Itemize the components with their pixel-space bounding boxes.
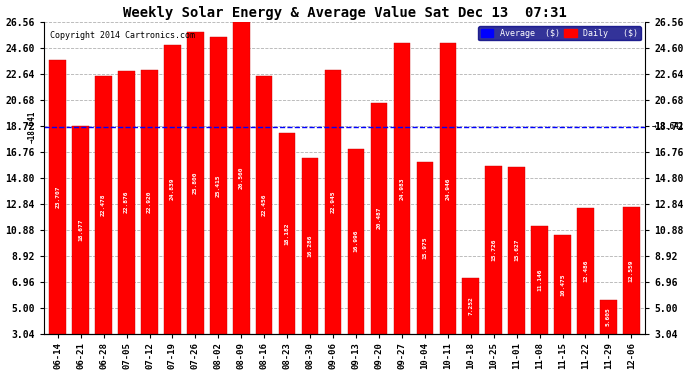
Bar (554, 235, 571, 374)
Bar (95, 76, 112, 374)
Bar (393, 43, 410, 374)
Text: 22.945: 22.945 (331, 190, 335, 213)
Bar (50, 60, 66, 374)
Text: 24.839: 24.839 (170, 178, 175, 201)
Text: →18.641: →18.641 (652, 123, 684, 132)
Text: 18.677: 18.677 (78, 219, 83, 241)
Text: Copyright 2014 Cartronics.com: Copyright 2014 Cartronics.com (50, 32, 195, 40)
Text: 7.252: 7.252 (469, 296, 473, 315)
Title: Weekly Solar Energy & Average Value Sat Dec 13  07:31: Weekly Solar Energy & Average Value Sat … (123, 6, 566, 20)
Bar (578, 209, 593, 374)
Bar (118, 71, 135, 374)
Bar (623, 207, 640, 374)
Text: →18.641: →18.641 (28, 111, 37, 143)
Text: 22.456: 22.456 (262, 194, 267, 216)
Text: 25.415: 25.415 (216, 174, 221, 196)
Text: 18.182: 18.182 (285, 222, 290, 245)
Legend: Average  ($), Daily   ($): Average ($), Daily ($) (478, 26, 641, 40)
Bar (531, 226, 548, 374)
Text: 12.486: 12.486 (583, 260, 588, 282)
Text: 15.975: 15.975 (422, 237, 427, 259)
Text: 15.726: 15.726 (491, 238, 496, 261)
Bar (440, 44, 456, 374)
Bar (233, 22, 250, 374)
Text: 23.707: 23.707 (55, 186, 60, 208)
Text: 25.800: 25.800 (193, 172, 198, 194)
Text: 26.560: 26.560 (239, 166, 244, 189)
Text: 22.876: 22.876 (124, 191, 129, 213)
Bar (486, 166, 502, 374)
Bar (141, 70, 158, 374)
Bar (462, 278, 479, 374)
Bar (210, 37, 226, 374)
Bar (256, 76, 273, 374)
Bar (187, 32, 204, 374)
Bar (279, 133, 295, 374)
Bar (164, 45, 181, 374)
Text: 5.605: 5.605 (606, 307, 611, 326)
Text: 24.946: 24.946 (445, 177, 451, 200)
Text: 11.146: 11.146 (537, 268, 542, 291)
Text: 16.996: 16.996 (353, 230, 359, 252)
Bar (600, 300, 617, 374)
Text: 22.478: 22.478 (101, 194, 106, 216)
Text: 24.983: 24.983 (400, 177, 404, 200)
Bar (302, 158, 318, 374)
Bar (348, 149, 364, 374)
Bar (417, 162, 433, 374)
Text: 16.286: 16.286 (308, 235, 313, 257)
Bar (509, 167, 525, 374)
Text: 12.559: 12.559 (629, 259, 634, 282)
Bar (371, 102, 387, 374)
Text: 15.627: 15.627 (514, 239, 519, 261)
Bar (325, 70, 342, 374)
Text: 22.920: 22.920 (147, 190, 152, 213)
Bar (72, 126, 89, 374)
Text: 10.475: 10.475 (560, 273, 565, 296)
Text: 20.487: 20.487 (377, 207, 382, 229)
